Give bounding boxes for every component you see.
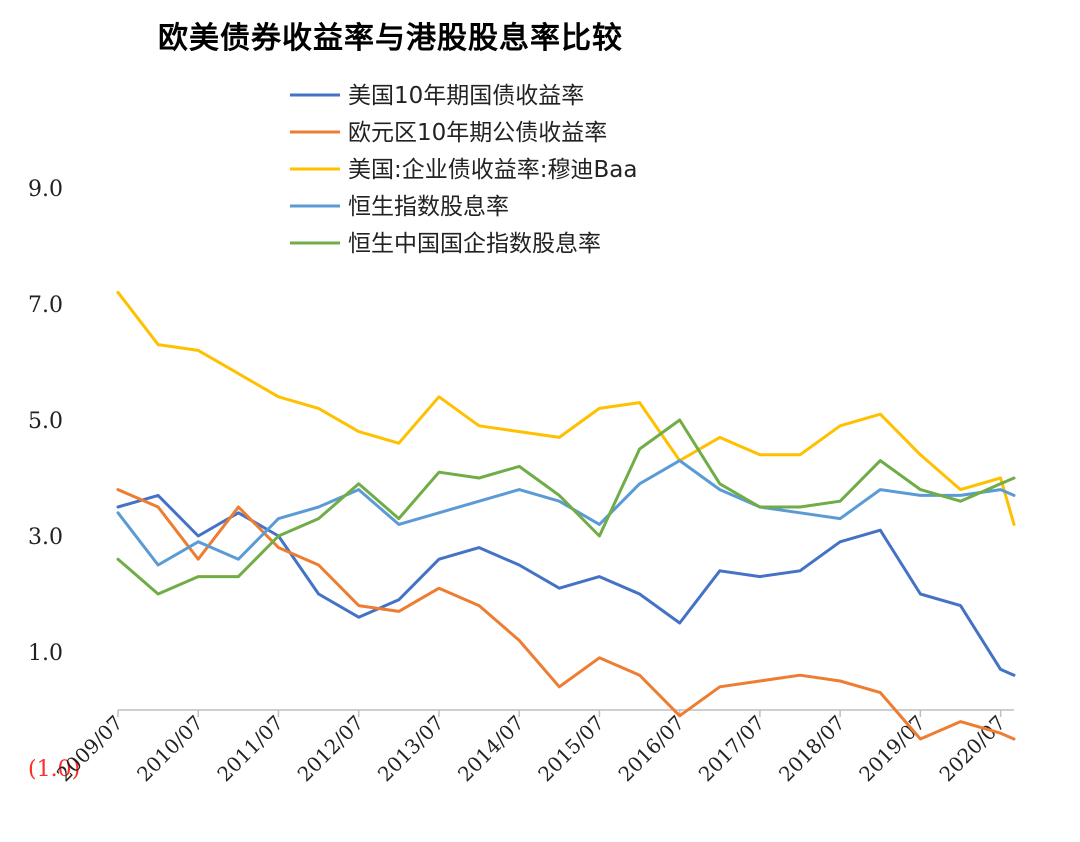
x-tick-label: 2020/07 bbox=[934, 711, 1010, 787]
y-tick-label: 1.0 bbox=[28, 641, 63, 666]
y-axis: 9.0 7.0 5.0 3.0 1.0 (1.0) bbox=[28, 177, 80, 782]
series-line-3 bbox=[116, 290, 1016, 526]
x-tick-label: 2010/07 bbox=[132, 711, 208, 787]
x-tick-label: 2017/07 bbox=[694, 711, 770, 787]
x-tick-label: 2016/07 bbox=[613, 711, 689, 787]
legend-label-1: 美国10年期国债收益率 bbox=[348, 83, 584, 109]
x-tick-label: 2009/07 bbox=[52, 711, 128, 787]
legend-label-4: 恒生指数股息率 bbox=[348, 194, 509, 220]
plot-area bbox=[116, 290, 1016, 741]
x-tick-label: 2014/07 bbox=[453, 711, 529, 787]
x-tick-label: 2018/07 bbox=[774, 711, 850, 787]
chart-title: 欧美债券收益率与港股股息率比较 bbox=[158, 21, 623, 56]
series-line-1 bbox=[116, 493, 1016, 677]
x-tick-label: 2013/07 bbox=[373, 711, 449, 787]
y-tick-label: 9.0 bbox=[28, 177, 63, 202]
legend-label-2: 欧元区10年期公债收益率 bbox=[348, 120, 607, 146]
series-line-4 bbox=[116, 459, 1016, 567]
y-tick-label: 5.0 bbox=[28, 409, 63, 434]
legend-label-5: 恒生中国国企指数股息率 bbox=[348, 231, 601, 257]
series-line-2 bbox=[116, 488, 1016, 741]
y-tick-label: 7.0 bbox=[28, 293, 63, 318]
x-axis: 2009/07 2010/07 2011/07 2012/07 2013/07 2014/… bbox=[52, 710, 1010, 786]
y-tick-label: 3.0 bbox=[28, 525, 63, 550]
x-tick-label: 2015/07 bbox=[533, 711, 609, 787]
series-line-5 bbox=[116, 418, 1016, 596]
x-tick-label: 2011/07 bbox=[212, 711, 288, 787]
y-tick-label: (1.0) bbox=[28, 757, 80, 782]
x-tick-label: 2012/07 bbox=[293, 711, 369, 787]
x-tick-label: 2019/07 bbox=[854, 711, 930, 787]
legend-label-3: 美国:企业债收益率:穆迪Baa bbox=[348, 157, 637, 183]
